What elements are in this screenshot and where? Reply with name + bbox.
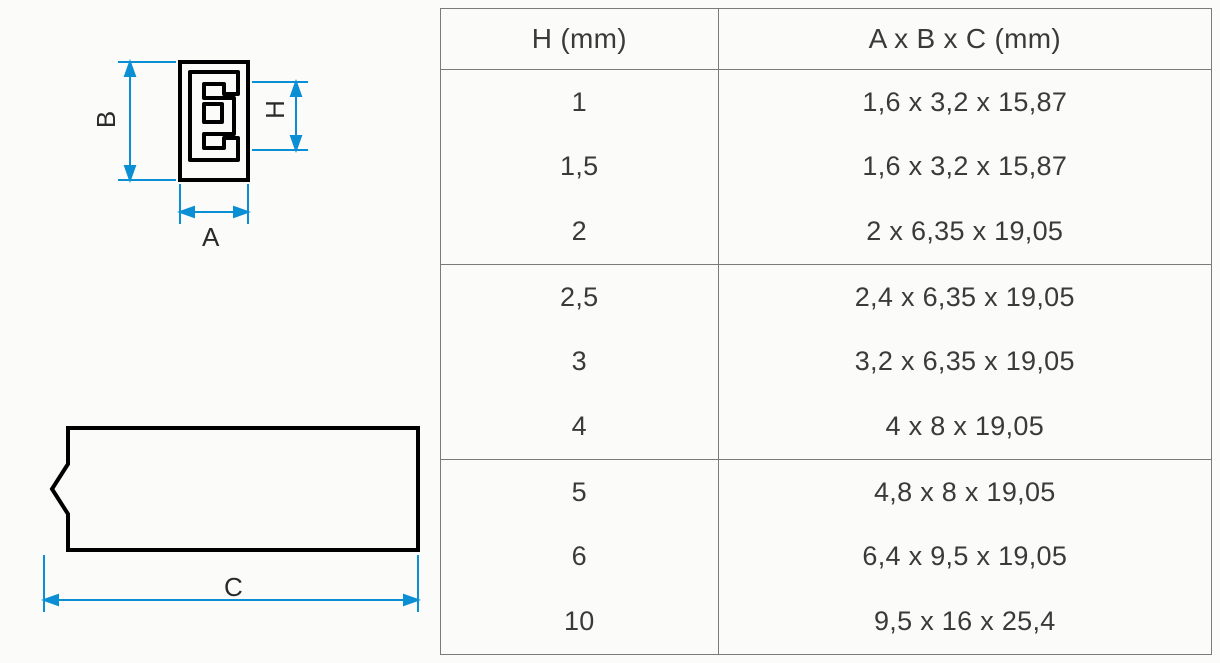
table-cell: 1,6 x 3,2 x 15,87 (718, 70, 1211, 135)
table-cell: 6 (441, 525, 719, 590)
dim-label-C: C (224, 572, 243, 603)
table-cell: 2,5 (441, 264, 719, 329)
table-cell: 9,5 x 16 x 25,4 (718, 589, 1211, 654)
dim-label-A: A (202, 222, 219, 253)
table-cell: 1,6 x 3,2 x 15,87 (718, 135, 1211, 200)
table-row: 109,5 x 16 x 25,4 (441, 589, 1212, 654)
table-cell: 2,4 x 6,35 x 19,05 (718, 264, 1211, 329)
side-view-diagram (0, 390, 440, 650)
table-row: 2,52,4 x 6,35 x 19,05 (441, 264, 1212, 329)
table-cell: 3 (441, 330, 719, 395)
table-cell: 4 (441, 394, 719, 459)
top-view-diagram (0, 0, 440, 280)
table-cell: 2 x 6,35 x 19,05 (718, 199, 1211, 264)
dim-label-H: H (260, 100, 291, 119)
table-row: 44 x 8 x 19,05 (441, 394, 1212, 459)
table-cell: 1 (441, 70, 719, 135)
table-row: 11,6 x 3,2 x 15,87 (441, 70, 1212, 135)
table-cell: 4 x 8 x 19,05 (718, 394, 1211, 459)
table-cell: 2 (441, 199, 719, 264)
table-row: 66,4 x 9,5 x 19,05 (441, 525, 1212, 590)
table-row: 1,51,6 x 3,2 x 15,87 (441, 135, 1212, 200)
table-header-row: H (mm) A x B x C (mm) (441, 9, 1212, 70)
table-cell: 5 (441, 459, 719, 524)
diagram-panel: B H A C (0, 0, 440, 663)
table-cell: 3,2 x 6,35 x 19,05 (718, 330, 1211, 395)
table-cell: 10 (441, 589, 719, 654)
table-row: 54,8 x 8 x 19,05 (441, 459, 1212, 524)
table-row: 22 x 6,35 x 19,05 (441, 199, 1212, 264)
col-header-H: H (mm) (441, 9, 719, 70)
table-cell: 6,4 x 9,5 x 19,05 (718, 525, 1211, 590)
table-cell: 1,5 (441, 135, 719, 200)
table-cell: 4,8 x 8 x 19,05 (718, 459, 1211, 524)
dimensions-table-panel: H (mm) A x B x C (mm) 11,6 x 3,2 x 15,87… (440, 0, 1220, 663)
dimensions-table: H (mm) A x B x C (mm) 11,6 x 3,2 x 15,87… (440, 8, 1212, 655)
col-header-ABC: A x B x C (mm) (718, 9, 1211, 70)
dim-label-B: B (91, 111, 122, 128)
table-row: 33,2 x 6,35 x 19,05 (441, 330, 1212, 395)
